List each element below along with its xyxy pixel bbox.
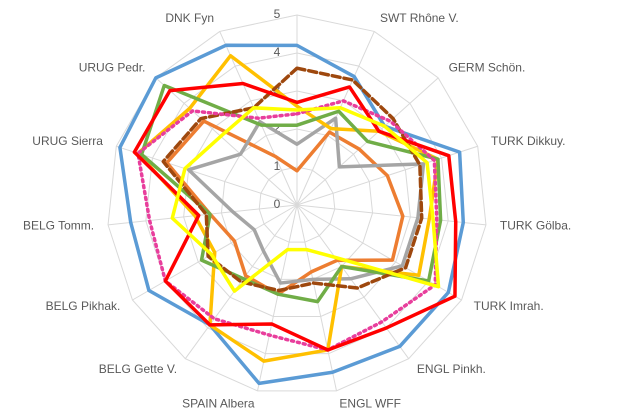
series-line	[132, 81, 458, 352]
category-label: GERM Schön.	[449, 61, 526, 75]
category-label: SWT Rhône V.	[380, 11, 459, 25]
r-tick-label: 2	[274, 121, 281, 135]
category-label: SPAIN Albera	[182, 397, 255, 411]
category-label: BELG Tomm.	[23, 218, 94, 232]
spoke	[296, 204, 410, 360]
category-label: TURK Imrah.	[474, 299, 544, 313]
grid-ring	[107, 14, 487, 392]
r-tick-label: 5	[274, 7, 281, 21]
spoke	[116, 145, 298, 206]
category-label: BELG Pikhak.	[46, 299, 121, 313]
spoke	[184, 204, 298, 360]
spoke	[155, 77, 298, 206]
series-line	[118, 43, 466, 386]
grid-ring	[258, 166, 336, 243]
category-label: TURK Gölba.	[500, 218, 571, 232]
category-label: TURK Dikkuy.	[491, 134, 565, 148]
r-tick-label: 1	[274, 159, 281, 173]
r-tick-label: 0	[274, 197, 281, 211]
category-label: URUG Pedr.	[79, 61, 146, 75]
category-label: ENGL Pinkh.	[417, 362, 486, 376]
spoke	[107, 204, 298, 226]
category-label: BELG Gette V.	[99, 362, 177, 376]
spoke	[296, 204, 337, 391]
r-tick-label: 4	[274, 45, 281, 59]
series-line	[186, 116, 426, 285]
series-line	[136, 99, 439, 352]
category-label: DNK Fyn	[165, 11, 214, 25]
category-label: URUG Sierra	[32, 134, 103, 148]
category-label: ENGL WFF	[339, 397, 401, 411]
series-line	[170, 106, 441, 293]
